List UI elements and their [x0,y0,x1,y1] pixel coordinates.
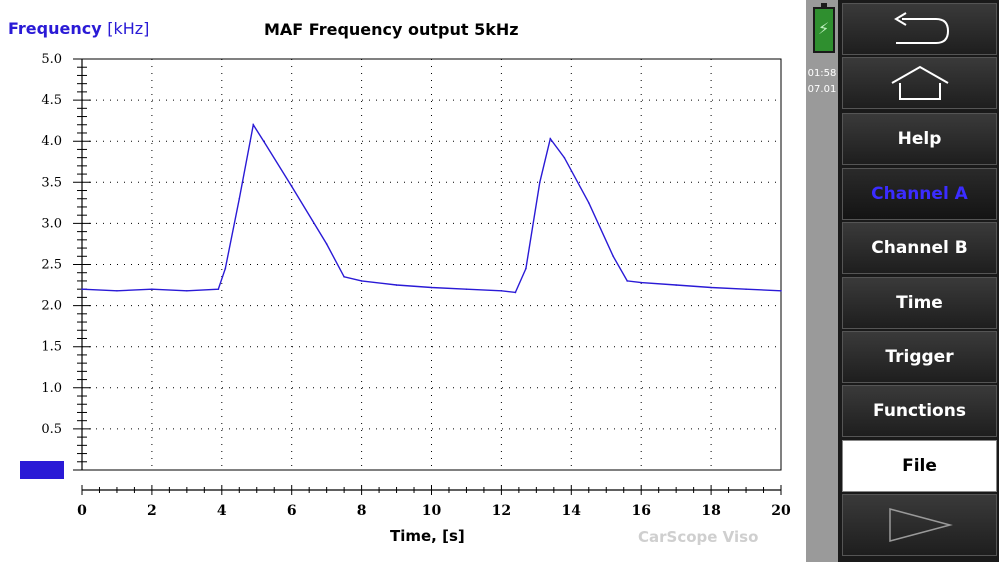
y-tick-label: 3.0 [41,216,62,231]
status-date: 07.01 [807,84,837,95]
trace-point [262,140,265,142]
y-axis-label-unit: [kHz] [107,19,150,38]
channel-a-button[interactable]: Channel A [842,168,997,220]
trace-point [539,181,541,184]
trace-point [252,123,255,126]
x-tick-label: 8 [357,503,367,519]
file-button[interactable]: File [842,440,997,492]
trace-point [500,290,503,292]
time-button[interactable]: Time [842,277,997,329]
y-tick-label: 2.0 [41,299,62,314]
back-icon [893,12,949,44]
x-tick-label: 14 [562,503,582,519]
trace-point [217,288,220,290]
trace-point [745,288,747,290]
channel-zero-marker [20,461,64,479]
trace-point [549,137,552,140]
trace-point [587,202,590,204]
x-tick-label: 20 [771,503,791,519]
trace-point [563,156,566,159]
home-button[interactable] [842,57,997,109]
trace-point [675,284,677,286]
trace-point [343,276,345,278]
x-axis-label: Time, [s] [390,527,465,545]
y-tick-label: 4.5 [41,93,62,108]
trace-point [186,290,188,292]
y-axis-label-name: Frequency [8,19,102,38]
y-tick-label: 4.0 [41,134,62,149]
trace-point [710,286,712,289]
trace-point [514,291,517,294]
y-tick-label: 1.0 [41,381,62,396]
frequency-trace [81,122,782,294]
trace-point [430,286,433,289]
brand-watermark: CarScope Viso [638,528,759,546]
y-axis-label: Frequency [kHz] [8,19,149,38]
plot-area[interactable]: 0.00.51.01.52.02.53.03.54.04.55.00246810… [0,0,806,562]
help-button[interactable]: Help [842,113,997,165]
functions-button[interactable]: Functions [842,385,997,437]
x-tick-label: 16 [631,503,650,519]
x-tick-label: 0 [77,503,87,519]
trace-point [612,255,615,258]
plot-frame [81,58,782,471]
trace-point [395,284,398,286]
trace-point [626,280,629,282]
trace-point [116,290,118,292]
y-tick-label: 2.5 [41,258,62,273]
battery-icon: ⚡ [813,3,835,53]
trace-point [465,288,468,290]
trace-point [290,185,293,188]
next-icon [888,508,953,542]
back-button[interactable] [842,3,997,55]
status-time: 01:58 [807,68,837,79]
x-tick-label: 10 [422,503,442,519]
status-strip [806,0,838,562]
trace-point [224,267,227,270]
y-tick-label: 3.5 [41,175,62,190]
trace-point [151,288,153,290]
trigger-button[interactable]: Trigger [842,331,997,383]
trace-point [325,243,328,245]
x-tick-label: 12 [492,503,511,519]
trace-point [360,280,363,282]
trace-point [525,267,527,270]
channel-b-button[interactable]: Channel B [842,222,997,274]
trace-point [238,197,241,200]
chart-panel: Frequency [kHz] MAF Frequency output 5kH… [0,0,806,562]
next-button[interactable] [842,494,997,556]
x-tick-label: 6 [287,503,297,519]
home-icon [891,65,948,100]
x-tick-label: 18 [701,503,720,519]
trace-point [640,281,642,284]
y-tick-label: 0.5 [41,422,62,437]
trace-point [780,290,782,292]
y-tick-label: 1.5 [41,340,62,355]
x-tick-label: 2 [147,503,157,519]
chart-title: MAF Frequency output 5kHz [264,20,519,39]
x-tick-label: 4 [217,503,227,519]
trace-point [81,288,83,290]
y-tick-label: 5.0 [41,52,62,67]
bolt-icon: ⚡ [818,19,830,38]
